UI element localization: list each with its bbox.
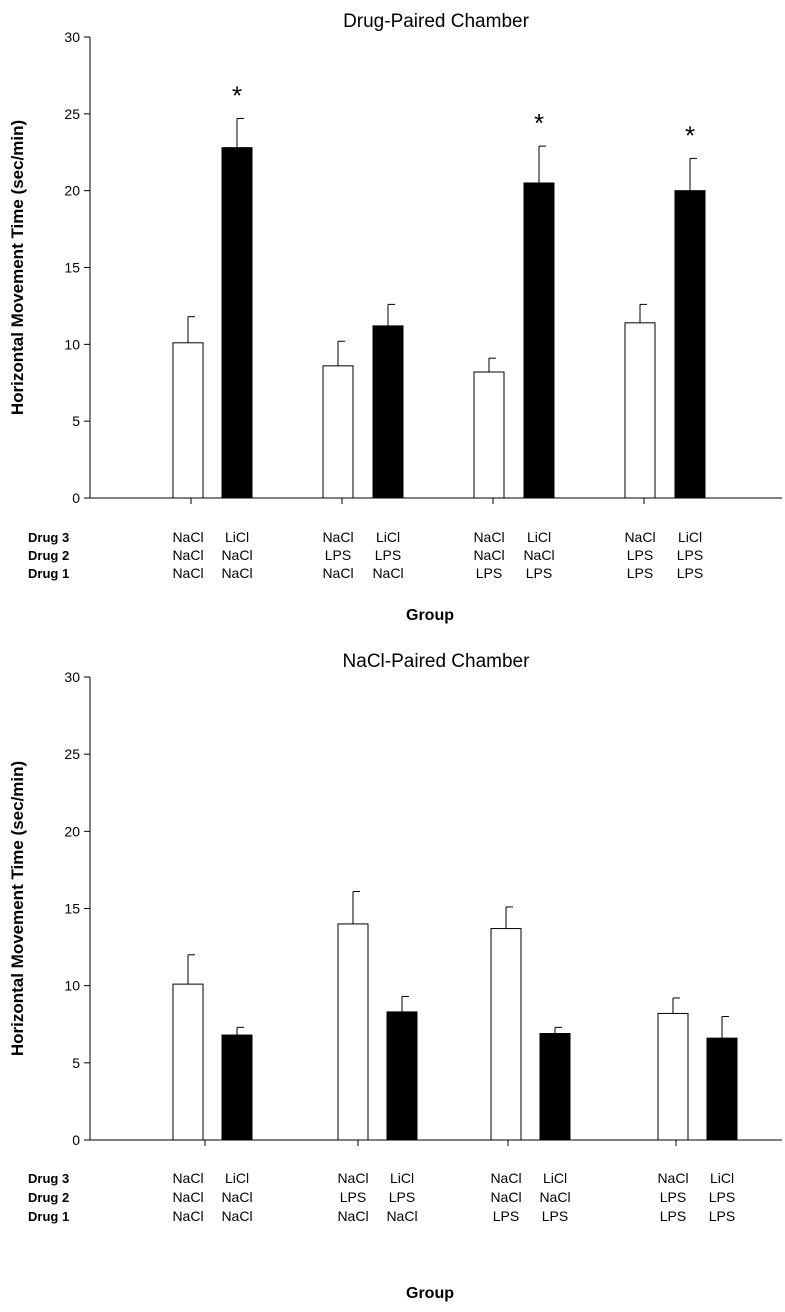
condition-label: NaCl	[221, 547, 252, 563]
bar-licl-group-3	[523, 182, 555, 499]
y-tick-label: 10	[64, 978, 80, 994]
chart-title: NaCl-Paired Chamber	[343, 651, 531, 672]
condition-label: LPS	[325, 547, 351, 563]
y-tick-label: 25	[64, 106, 80, 122]
condition-label: NaCl	[490, 1170, 521, 1186]
y-tick-label: 20	[64, 823, 80, 839]
bar-nacl-group-3	[473, 371, 505, 499]
row-label-drug-2: Drug 2	[28, 548, 69, 563]
condition-label: NaCl	[322, 565, 353, 581]
significance-marker: *	[232, 80, 242, 110]
condition-label: LiCl	[376, 529, 400, 545]
condition-label: LPS	[375, 547, 401, 563]
condition-label: NaCl	[221, 565, 252, 581]
condition-label: NaCl	[523, 547, 554, 563]
condition-label: LiCl	[225, 529, 249, 545]
condition-label: NaCl	[322, 529, 353, 545]
bar-licl-group-4	[674, 190, 706, 499]
condition-label: LPS	[709, 1189, 735, 1205]
y-tick-label: 0	[72, 490, 80, 506]
y-tick-label: 15	[64, 901, 80, 917]
condition-label: NaCl	[172, 547, 203, 563]
condition-label: LPS	[709, 1208, 735, 1224]
condition-label: NaCl	[172, 1170, 203, 1186]
condition-label: LPS	[660, 1208, 686, 1224]
condition-label: LPS	[677, 547, 703, 563]
y-tick-label: 0	[72, 1132, 80, 1148]
y-tick-label: 5	[72, 1055, 80, 1071]
bar-nacl-group-2	[322, 365, 354, 499]
condition-label: LPS	[660, 1189, 686, 1205]
condition-label: LPS	[493, 1208, 519, 1224]
bar-licl-group-2	[372, 325, 404, 499]
bar-licl-group-3	[539, 1033, 571, 1141]
condition-label: LPS	[627, 547, 653, 563]
y-tick-label: 25	[64, 746, 80, 762]
row-label-drug-1: Drug 1	[28, 566, 69, 581]
condition-label: NaCl	[172, 529, 203, 545]
condition-label: NaCl	[657, 1170, 688, 1186]
condition-label: LPS	[526, 565, 552, 581]
condition-label: LPS	[476, 565, 502, 581]
row-label-drug-2: Drug 2	[28, 1190, 69, 1205]
row-label-drug-3: Drug 3	[28, 530, 69, 545]
bar-licl-group-4	[706, 1037, 738, 1141]
y-tick-label: 30	[64, 669, 80, 685]
significance-marker: *	[685, 120, 695, 150]
condition-label: NaCl	[490, 1189, 521, 1205]
row-label-drug-3: Drug 3	[28, 1171, 69, 1186]
bar-nacl-group-2	[337, 923, 369, 1141]
condition-label: NaCl	[337, 1170, 368, 1186]
bar-nacl-group-1	[172, 983, 204, 1141]
condition-label: LiCl	[527, 529, 551, 545]
condition-label: NaCl	[386, 1208, 417, 1224]
condition-label: LiCl	[710, 1170, 734, 1186]
condition-label: NaCl	[172, 1189, 203, 1205]
condition-label: NaCl	[473, 529, 504, 545]
bar-licl-group-1	[221, 1034, 253, 1141]
x-axis-label: Group	[406, 1285, 454, 1302]
condition-label: NaCl	[539, 1189, 570, 1205]
condition-label: NaCl	[372, 565, 403, 581]
condition-label: LiCl	[390, 1170, 414, 1186]
condition-label: NaCl	[221, 1208, 252, 1224]
condition-label: LPS	[542, 1208, 568, 1224]
y-tick-label: 10	[64, 336, 80, 352]
y-axis-label: Horizontal Movement Time (sec/min)	[8, 761, 27, 1056]
condition-label: LiCl	[678, 529, 702, 545]
condition-label: NaCl	[221, 1189, 252, 1205]
bar-nacl-group-4	[657, 1012, 689, 1141]
condition-label: LPS	[627, 565, 653, 581]
y-tick-label: 5	[72, 413, 80, 429]
y-tick-label: 20	[64, 183, 80, 199]
condition-label: NaCl	[172, 565, 203, 581]
condition-label: LPS	[340, 1189, 366, 1205]
condition-label: LPS	[389, 1189, 415, 1205]
bar-licl-group-1	[221, 147, 253, 499]
condition-label: LiCl	[225, 1170, 249, 1186]
bar-licl-group-2	[386, 1011, 418, 1141]
chart-title: Drug-Paired Chamber	[343, 11, 530, 32]
y-axis-label: Horizontal Movement Time (sec/min)	[8, 120, 27, 415]
y-tick-label: 15	[64, 260, 80, 276]
condition-label: NaCl	[624, 529, 655, 545]
bar-nacl-group-1	[172, 342, 204, 499]
row-label-drug-1: Drug 1	[28, 1209, 69, 1224]
chart-panel-1: Drug-Paired Chamber 0 5 10 15 20 25 30 Horizonta…	[8, 11, 782, 624]
condition-label: NaCl	[172, 1208, 203, 1224]
condition-label: NaCl	[473, 547, 504, 563]
chart-panel-2: NaCl-Paired Chamber 0 5 10 15 20 25 30 Horizonta…	[8, 651, 782, 1302]
condition-label: LPS	[677, 565, 703, 581]
bar-nacl-group-3	[490, 928, 522, 1141]
condition-label: NaCl	[337, 1208, 368, 1224]
y-tick-label: 30	[64, 29, 80, 45]
condition-label: LiCl	[543, 1170, 567, 1186]
bar-nacl-group-4	[624, 322, 656, 499]
x-axis-label: Group	[406, 607, 454, 624]
significance-marker: *	[534, 108, 544, 138]
